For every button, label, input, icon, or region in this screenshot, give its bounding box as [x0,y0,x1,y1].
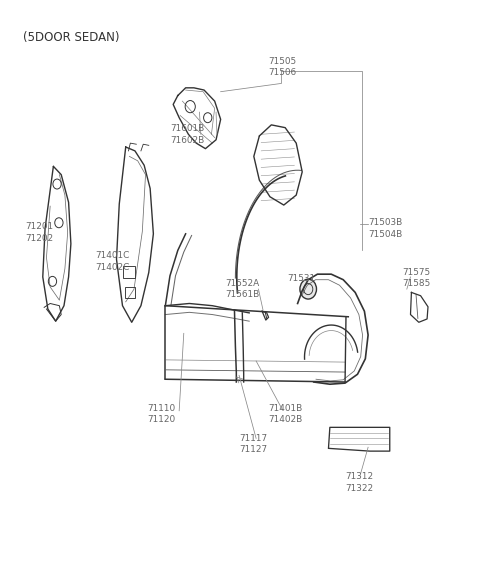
Text: 71505
71506: 71505 71506 [269,56,297,77]
Text: 71503B
71504B: 71503B 71504B [368,218,402,238]
Text: 71312
71322: 71312 71322 [345,472,373,493]
Text: 71531: 71531 [287,274,315,283]
Text: 71110
71120: 71110 71120 [147,404,175,425]
Text: 71401B
71402B: 71401B 71402B [269,404,303,425]
Bar [125,287,135,298]
Bar [123,266,135,278]
Text: 71401C
71402C: 71401C 71402C [95,251,129,272]
Text: (5DOOR SEDAN): (5DOOR SEDAN) [24,31,120,44]
Text: 71552A
71561B: 71552A 71561B [225,279,260,300]
Text: 71601B
71602B: 71601B 71602B [170,124,204,145]
Circle shape [300,279,316,299]
Text: 71201
71202: 71201 71202 [25,222,53,243]
Text: 71575
71585: 71575 71585 [402,268,431,288]
Text: 71117
71127: 71117 71127 [239,434,267,454]
